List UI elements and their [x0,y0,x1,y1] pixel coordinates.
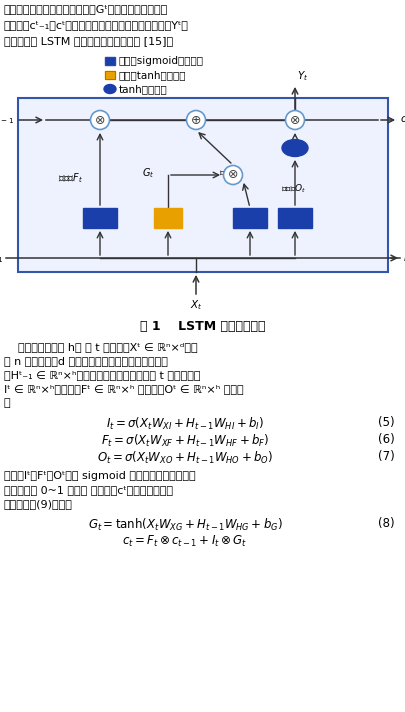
Text: ⊗: ⊗ [94,113,105,127]
Text: 式中：Iᵗ、Fᵗ、Oᵗ都由 sigmoid 激活函数控制，它们的: 式中：Iᵗ、Fᵗ、Oᵗ都由 sigmoid 激活函数控制，它们的 [4,471,195,481]
Text: Iᵗ ∈ ℝⁿ×ʰ，遗忘门Fᵗ ∈ ℝⁿ×ʰ 和输出门Oᵗ ∈ ℝⁿ×ʰ 表达式: Iᵗ ∈ ℝⁿ×ʰ，遗忘门Fᵗ ∈ ℝⁿ×ʰ 和输出门Oᵗ ∈ ℝⁿ×ʰ 表达式 [4,384,243,394]
Circle shape [90,110,109,130]
Text: ⊕: ⊕ [190,113,201,127]
Text: 设隐藏单元数为 h， 在 t 时刻输入Xᵗ ∈ ℝⁿ×ᵈ（其: 设隐藏单元数为 h， 在 t 时刻输入Xᵗ ∈ ℝⁿ×ᵈ（其 [4,342,197,352]
Text: 中 n 为样本数，d 为输入长度），前一时刻的隐藏状: 中 n 为样本数，d 为输入长度），前一时刻的隐藏状 [4,356,167,366]
Circle shape [186,110,205,130]
Text: $F_t = \sigma(X_tW_{XF} + H_{t-1}W_{HF} + b_F)$: $F_t = \sigma(X_tW_{XF} + H_{t-1}W_{HF} … [100,433,269,449]
Circle shape [223,165,242,184]
Circle shape [285,110,304,130]
Text: 全连接tanh激活函数: 全连接tanh激活函数 [119,70,186,80]
Text: 态）可由式(9)计算：: 态）可由式(9)计算： [4,499,72,509]
Text: $G_t = \tanh(X_tW_{XG} + H_{t-1}W_{HG} + b_G)$: $G_t = \tanh(X_tW_{XG} + H_{t-1}W_{HG} +… [87,517,282,533]
Text: (7): (7) [377,450,394,463]
Bar [18,98,387,272]
Bar [153,208,181,228]
Text: $c_t = F_t \otimes c_{t-1} + I_t \otimes G_t$: $c_t = F_t \otimes c_{t-1} + I_t \otimes… [122,534,247,549]
Bar [105,71,115,79]
Text: 图 1    LSTM 细胞单元结构: 图 1 LSTM 细胞单元结构 [140,320,265,333]
Text: 遗忘门$F_t$: 遗忘门$F_t$ [58,171,83,185]
Text: (8): (8) [377,517,394,530]
Text: $G_t$: $G_t$ [141,166,153,180]
Bar [277,208,311,228]
Text: $c_t$: $c_t$ [399,114,405,126]
Ellipse shape [281,140,307,157]
Text: 全连接sigmoid激活函数: 全连接sigmoid激活函数 [119,56,203,66]
Text: 忆细胞；cᵗ₋₁、cᵗ分别为前一和当前时刻的记忆细胞；Yᵗ为: 忆细胞；cᵗ₋₁、cᵗ分别为前一和当前时刻的记忆细胞；Yᵗ为 [4,20,188,30]
Text: $X_t$: $X_t$ [189,298,202,312]
Text: $O_t = \sigma(X_tW_{XO} + H_{t-1}W_{HO} + b_O)$: $O_t = \sigma(X_tW_{XO} + H_{t-1}W_{HO} … [97,450,273,466]
Text: $H_{t-1}$: $H_{t-1}$ [0,251,4,265]
Bar [105,57,115,65]
Text: ⊗: ⊗ [289,113,300,127]
Text: 态Hᵗ₋₁ ∈ ℝⁿ×ʰ（可视为短期状态），则在 t 时刻输入门: 态Hᵗ₋₁ ∈ ℝⁿ×ʰ（可视为短期状态），则在 t 时刻输入门 [4,370,200,380]
Text: $H_t$: $H_t$ [402,251,405,265]
Text: 输出门$O_t$: 输出门$O_t$ [280,183,306,195]
Text: (6): (6) [377,433,394,446]
Text: $Y_t$: $Y_t$ [296,69,308,83]
Text: 为: 为 [4,398,11,408]
Text: $c_{t-1}$: $c_{t-1}$ [0,114,14,126]
Text: 输入门$I_t$: 输入门$I_t$ [218,167,239,179]
Text: $I_t = \sigma(X_tW_{XI} + H_{t-1}W_{HI} + b_I)$: $I_t = \sigma(X_tW_{XI} + H_{t-1}W_{HI} … [106,416,263,432]
Text: tanh激活函数: tanh激活函数 [119,84,167,94]
Bar [232,208,266,228]
Text: ⊗: ⊗ [227,169,238,182]
Text: (5): (5) [377,416,394,429]
Bar [83,208,117,228]
Bar [105,57,115,65]
Text: 输出値都在 0~1 之间。 记忆细胞cᵗ（可视为长期状: 输出値都在 0~1 之间。 记忆细胞cᵗ（可视为长期状 [4,485,173,495]
Text: 刻的输入门、遗忘门和输出门；Gᵗ为当前时刻的候选记: 刻的输入门、遗忘门和输出门；Gᵗ为当前时刻的候选记 [4,4,168,14]
Ellipse shape [104,85,116,93]
Bar [105,71,115,79]
Text: 输出。关于 LSTM 的更多细节可参考文献 [15]。: 输出。关于 LSTM 的更多细节可参考文献 [15]。 [4,36,173,46]
